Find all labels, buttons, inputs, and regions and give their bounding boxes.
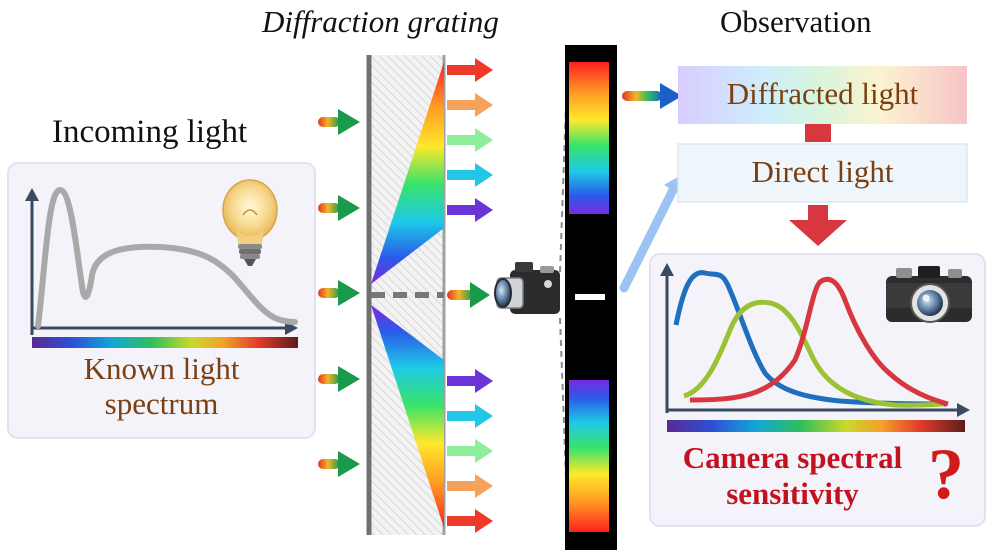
incoming-arrow [318,109,360,135]
camera-icon [494,262,560,314]
camera-sensitivity-label-line2: sensitivity [726,476,859,511]
diffracted-arrows [447,58,493,533]
known-spectrum-curve [35,186,298,329]
diffraction-grating-label: Diffraction grating [262,4,499,39]
cyan-arrow [447,404,493,428]
y-axis-arrowhead [660,263,674,276]
direct-light-label: Direct light [751,154,894,189]
observed-image-strip [565,45,617,550]
incoming-light-label: Incoming light [52,114,248,150]
orange-arrow [447,93,493,117]
green-arrow [447,439,493,463]
known-spectrum-label-line2: spectrum [104,386,219,421]
right-spectrum-bar [667,420,965,432]
direct-light-box [677,143,968,203]
direct-light-arrow [447,282,490,308]
observation-label: Observation [720,4,872,39]
diffraction-grating [366,55,446,535]
red-arrow [447,509,493,533]
left-spectrum-bar [32,337,298,348]
red-sensitivity-curve [689,276,949,407]
camera-icon [886,266,972,323]
known-spectrum-label-line1: Known light [83,351,240,386]
incoming-arrow [318,366,360,392]
direct-light-spot [575,294,605,300]
to-diffracted-arrow [622,83,682,109]
violet-arrow [447,198,493,222]
incoming-light-panel [7,162,316,439]
upper-observed-spectrum [569,62,609,214]
blue-sensitivity-curve [673,270,947,407]
violet-arrow [447,369,493,393]
green-sensitivity-curve [683,299,945,408]
y-axis-arrowhead [25,188,39,201]
incoming-arrow [318,280,360,306]
cyan-arrow [447,163,493,187]
x-axis-arrowhead [957,403,970,417]
connector-red-bar [805,124,831,142]
incoming-arrows [318,109,360,477]
lower-observed-spectrum [569,380,609,532]
incoming-arrow [318,195,360,221]
question-mark-icon: ? [928,434,964,514]
zoom-line-top [559,49,569,273]
sensitivity-panel [649,253,986,527]
light-bulb-icon [222,179,278,266]
camera-sensitivity-label-line1: Camera spectral [682,440,903,475]
down-arrow [789,205,847,246]
orange-arrow [447,474,493,498]
red-arrow [447,58,493,82]
green-arrow [447,128,493,152]
diffracted-light-label: Diffracted light [726,76,919,111]
upper-diffraction-fan [371,62,444,284]
lower-diffraction-fan [371,305,444,528]
diffracted-light-box [678,66,967,124]
incoming-arrow [318,451,360,477]
